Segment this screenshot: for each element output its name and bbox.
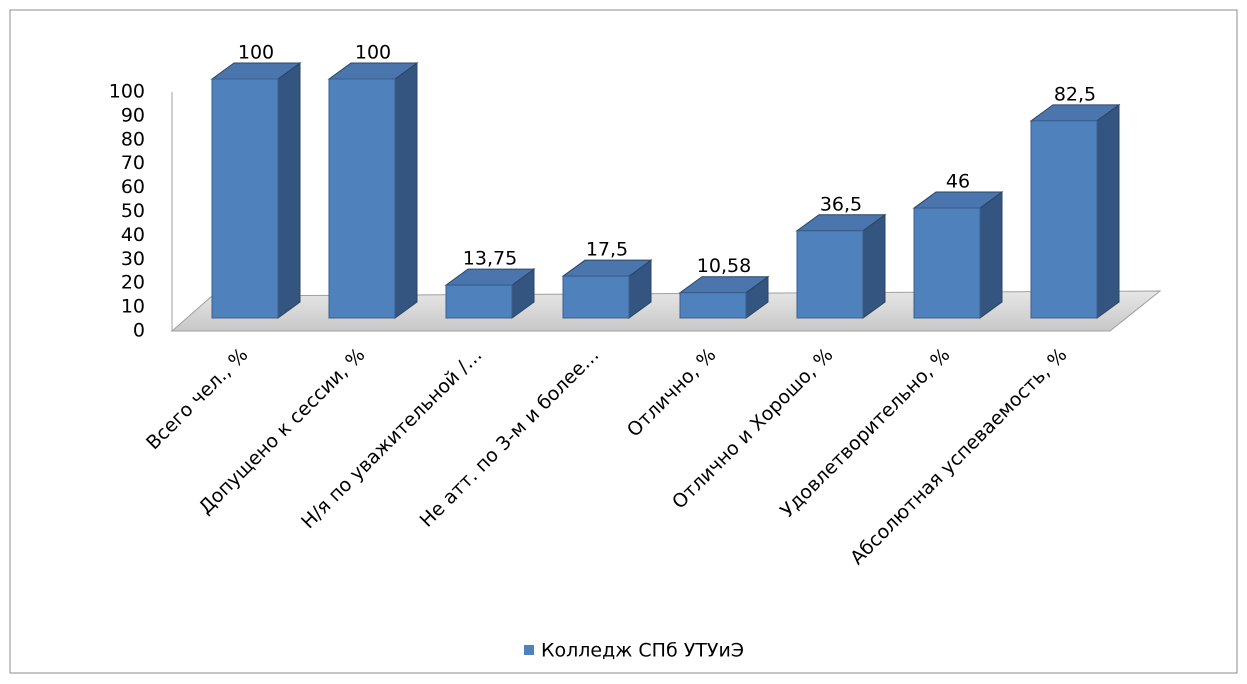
bar	[561, 259, 653, 319]
data-label: 36,5	[820, 193, 862, 215]
legend-swatch	[524, 645, 534, 655]
y-tick-label: 90	[121, 104, 145, 126]
bar-side	[1096, 103, 1120, 319]
y-tick-label: 40	[121, 224, 145, 246]
y-tick-label: 60	[121, 176, 145, 198]
y-tick-label: 80	[121, 128, 145, 150]
bar-side	[277, 62, 301, 319]
bar-front	[328, 78, 396, 319]
bar	[678, 275, 770, 319]
y-tick-label: 50	[121, 200, 145, 222]
data-label: 10,58	[697, 255, 751, 277]
bar-front	[1030, 120, 1098, 319]
bar-side	[862, 213, 886, 319]
data-label: 17,5	[586, 239, 628, 261]
bar	[444, 268, 536, 319]
bar-front	[796, 230, 864, 319]
bar-side	[979, 191, 1003, 319]
bar	[912, 191, 1004, 319]
y-tick-label: 70	[121, 152, 145, 174]
bar-front	[913, 207, 981, 319]
floor	[170, 290, 1162, 332]
data-label: 100	[238, 42, 274, 64]
data-label: 82,5	[1054, 83, 1096, 105]
y-tick-label: 10	[121, 296, 145, 318]
y-tick-label: 100	[109, 81, 145, 103]
data-label: 100	[355, 42, 391, 64]
y-tick-label: 20	[121, 272, 145, 294]
y-tick-label: 0	[133, 320, 145, 342]
bar	[327, 62, 419, 319]
bar-side	[394, 62, 418, 319]
bar	[795, 213, 887, 319]
bar	[210, 62, 302, 319]
bar-front	[211, 78, 279, 319]
bar	[1029, 103, 1121, 319]
bar-front	[445, 284, 513, 319]
data-label: 13,75	[463, 248, 517, 270]
legend-label: Колледж СПб УТУиЭ	[541, 640, 744, 662]
data-label: 46	[946, 171, 970, 193]
bar-front	[562, 275, 630, 319]
y-tick-label: 30	[121, 248, 145, 270]
bar-front	[679, 292, 747, 319]
